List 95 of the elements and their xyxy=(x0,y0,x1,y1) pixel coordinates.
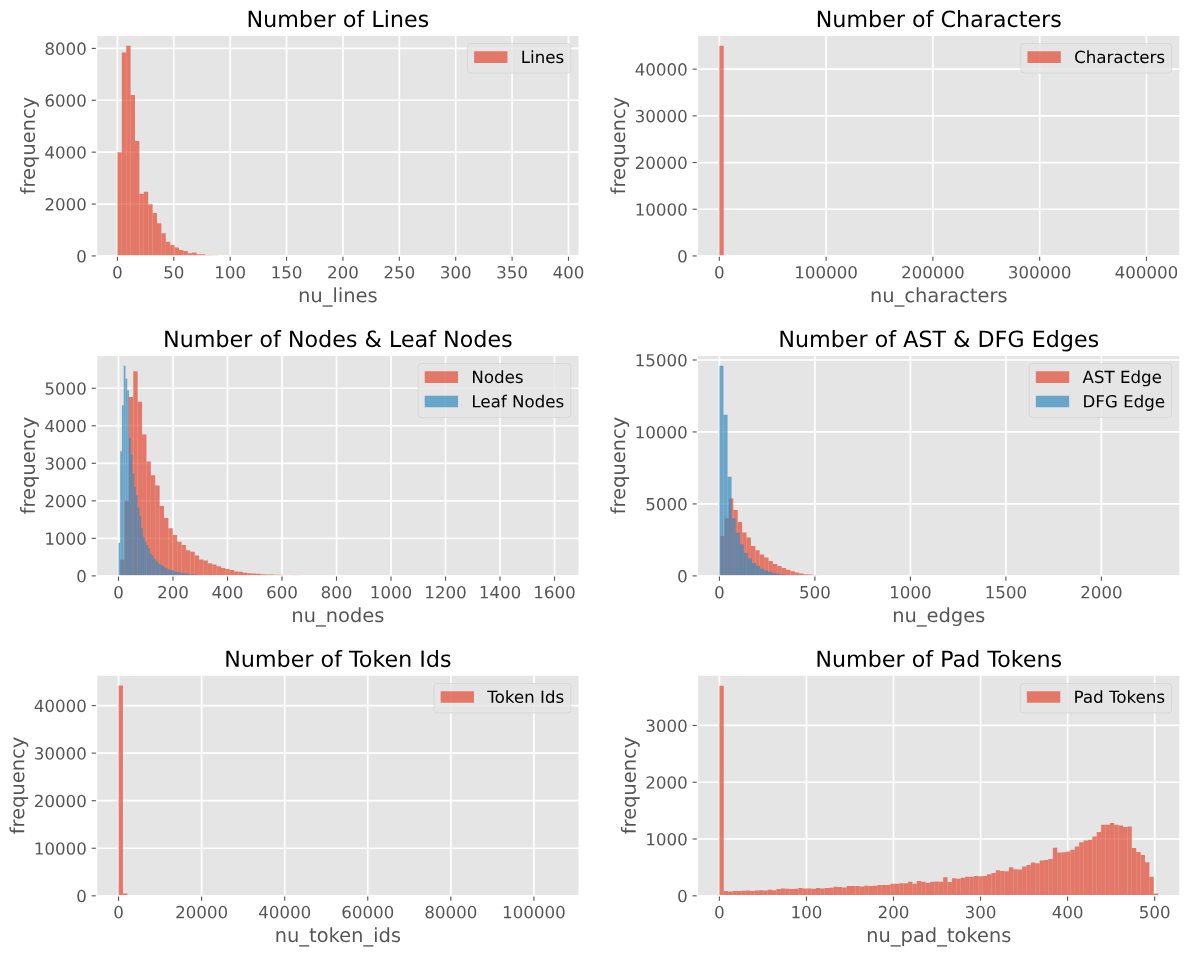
x-tick-label: 350 xyxy=(497,265,527,279)
x-tick-label: 0 xyxy=(113,265,122,279)
y-tick-label: 1000 xyxy=(647,832,687,846)
x-tick-label: 0 xyxy=(114,905,123,919)
x-tick-label: 80000 xyxy=(425,905,477,919)
legend-label: Lines xyxy=(522,50,564,64)
x-axis-title: nu_nodes xyxy=(293,607,384,627)
y-axis-title: frequency xyxy=(620,737,640,834)
y-tick-label: 30000 xyxy=(35,747,86,760)
y-tick-label: 6000 xyxy=(45,94,86,107)
y-tick-label: 10000 xyxy=(636,425,687,439)
y-tick-label: 3000 xyxy=(646,719,687,732)
y-tick-label: 5000 xyxy=(646,497,687,511)
x-tick-label: 100 xyxy=(792,905,822,919)
x-tick-label: 600 xyxy=(267,585,297,599)
x-tick-label: 0 xyxy=(715,265,724,279)
x-tick-label: 200 xyxy=(878,905,909,919)
x-tick-label: 60000 xyxy=(342,905,394,919)
x-tick-label: 300 xyxy=(965,905,996,919)
x-axis-title: nu_characters xyxy=(871,287,1007,307)
x-tick-label: 500 xyxy=(800,585,830,599)
legend-label: Token Ids xyxy=(487,690,564,704)
y-tick-label: 15000 xyxy=(636,353,687,367)
y-tick-label: 2000 xyxy=(45,494,86,508)
y-tick-label: 30000 xyxy=(635,109,687,123)
x-tick-label: 200 xyxy=(158,585,188,599)
x-tick-label: 20000 xyxy=(176,905,228,919)
legend-label: Nodes xyxy=(473,370,523,384)
x-axis-title: nu_pad_tokens xyxy=(867,927,1011,947)
y-tick-label: 0 xyxy=(678,889,687,903)
x-tick-label: 2000 xyxy=(1081,585,1122,599)
y-axis-title: frequency xyxy=(20,417,39,514)
x-tick-label: 200 xyxy=(328,265,358,279)
y-tick-label: 2000 xyxy=(646,776,687,789)
x-axis-title: nu_edges xyxy=(893,607,985,627)
x-tick-label: 1000 xyxy=(371,585,412,599)
legend-label: Characters xyxy=(1075,50,1165,64)
x-tick-label: 150 xyxy=(272,265,302,279)
legend-label: DFG Edge xyxy=(1084,394,1165,411)
x-tick-label: 100000 xyxy=(796,265,857,279)
chart-title: Number of AST & DFG Edges xyxy=(780,330,1099,352)
y-tick-label: 40000 xyxy=(635,63,687,76)
y-tick-label: 0 xyxy=(77,889,86,903)
x-tick-label: 1400 xyxy=(480,585,521,599)
x-tick-label: 250 xyxy=(384,265,415,279)
y-tick-label: 0 xyxy=(77,569,86,583)
x-tick-label: 400 xyxy=(212,585,243,599)
x-tick-label: 100000 xyxy=(503,905,565,919)
legend-label: Pad Tokens xyxy=(1075,690,1165,704)
x-tick-label: 0 xyxy=(715,905,724,919)
y-tick-label: 3000 xyxy=(45,457,86,470)
x-axis-title: nu_lines xyxy=(299,287,377,307)
chart-title: Number of Characters xyxy=(817,10,1061,28)
y-axis-title: frequency xyxy=(610,97,630,194)
y-tick-label: 10000 xyxy=(35,842,86,855)
x-axis-title: nu_token_ids xyxy=(276,927,401,947)
y-tick-label: 1000 xyxy=(46,532,86,545)
legend-label: AST Edge xyxy=(1082,370,1162,387)
chart-title: Number of Nodes & Leaf Nodes xyxy=(165,330,512,348)
y-axis-title: frequency xyxy=(610,417,630,514)
y-tick-label: 4000 xyxy=(45,419,86,433)
x-tick-label: 40000 xyxy=(259,905,311,919)
x-tick-label: 1000 xyxy=(891,585,931,599)
x-tick-label: 800 xyxy=(321,585,352,599)
x-tick-label: 50 xyxy=(164,265,184,279)
x-tick-label: 300 xyxy=(441,265,471,279)
chart-title: Number of Lines xyxy=(248,10,429,28)
x-tick-label: 200000 xyxy=(902,265,964,279)
x-tick-label: 500 xyxy=(1140,905,1170,919)
x-tick-label: 100 xyxy=(216,265,245,279)
x-tick-label: 0 xyxy=(114,585,123,599)
y-tick-label: 10000 xyxy=(636,203,687,216)
y-tick-label: 20000 xyxy=(635,156,687,170)
y-tick-label: 20000 xyxy=(35,794,86,808)
x-tick-label: 400 xyxy=(1052,905,1083,919)
chart-title: Number of Pad Tokens xyxy=(817,649,1062,668)
y-tick-label: 4000 xyxy=(45,146,86,159)
x-tick-label: 1500 xyxy=(986,585,1026,599)
y-axis-title: frequency xyxy=(9,737,29,834)
y-axis-title: frequency xyxy=(20,97,39,194)
y-tick-label: 2000 xyxy=(45,198,86,211)
legend-label: Leaf Nodes xyxy=(473,394,564,408)
y-tick-label: 0 xyxy=(678,569,687,583)
x-tick-label: 400000 xyxy=(1115,265,1178,279)
x-tick-label: 300000 xyxy=(1009,265,1071,279)
y-tick-label: 0 xyxy=(678,249,687,263)
x-tick-label: 1600 xyxy=(535,585,575,599)
y-tick-label: 40000 xyxy=(34,699,86,713)
x-tick-label: 1200 xyxy=(426,585,466,599)
y-tick-label: 8000 xyxy=(45,42,86,55)
y-tick-label: 0 xyxy=(77,249,86,263)
chart-title: Number of Token Ids xyxy=(226,649,451,668)
x-tick-label: 0 xyxy=(715,585,724,599)
y-tick-label: 5000 xyxy=(45,382,86,395)
x-tick-label: 400 xyxy=(553,265,584,279)
